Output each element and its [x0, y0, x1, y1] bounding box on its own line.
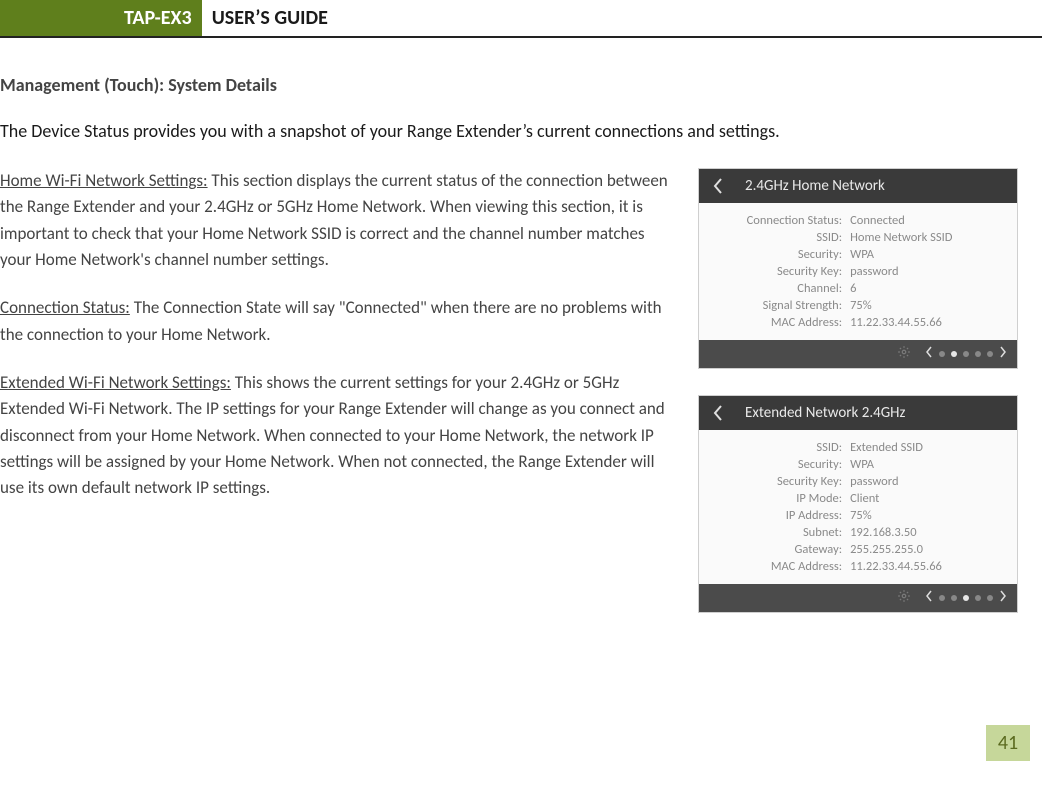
- product-badge: TAP-EX3: [110, 0, 202, 36]
- paragraph-connection-status: Connection Status: The Connection State …: [0, 295, 670, 348]
- panel-row-value: WPA: [850, 457, 1011, 472]
- panel-row-value: 11.22.33.44.55.66: [850, 559, 1011, 574]
- panel-row-value: 255.255.255.0: [850, 542, 1011, 557]
- gear-icon[interactable]: [897, 589, 911, 607]
- body-column: Home Wi-Fi Network Settings: This sectio…: [0, 168, 670, 613]
- panel-row-value: WPA: [850, 247, 1011, 262]
- panel-row-key: Security Key:: [705, 474, 842, 489]
- panel-extended-head: Extended Network 2.4GHz: [699, 396, 1017, 430]
- page-content: Management (Touch): System Details The D…: [0, 38, 1042, 613]
- chevron-right-icon[interactable]: [999, 590, 1007, 606]
- panel-row-value: 75%: [850, 508, 1011, 523]
- back-icon[interactable]: [709, 178, 727, 194]
- panel-home-network: 2.4GHz Home Network Connection Status:Co…: [698, 168, 1018, 369]
- panel-row-value: password: [850, 264, 1011, 279]
- panel-row-key: Security:: [705, 247, 842, 262]
- panel-row-value: Extended SSID: [850, 440, 1011, 455]
- panel-home-pagination: [925, 346, 1007, 362]
- pagination-dot[interactable]: [963, 351, 969, 357]
- page-number: 41: [986, 725, 1030, 761]
- panel-row-value: Connected: [850, 213, 1011, 228]
- panel-home-foot: [699, 340, 1017, 368]
- panel-home-title: 2.4GHz Home Network: [745, 177, 885, 195]
- pagination-dot[interactable]: [951, 595, 957, 601]
- pagination-dot[interactable]: [987, 351, 993, 357]
- pagination-dot[interactable]: [975, 595, 981, 601]
- panel-row-value: 6: [850, 281, 1011, 296]
- panel-row-key: SSID:: [705, 230, 842, 245]
- panel-extended-body: SSID: Extended SSID Security: WPA Security K…: [699, 430, 1017, 584]
- doc-header: TAP-EX3 USER’S GUIDE: [0, 0, 1042, 36]
- panel-row-key: SSID:: [705, 440, 842, 455]
- pagination-dot[interactable]: [963, 595, 969, 601]
- chevron-right-icon[interactable]: [999, 346, 1007, 362]
- pagination-dot[interactable]: [939, 351, 945, 357]
- header-accent: [0, 0, 110, 36]
- pagination-dot[interactable]: [951, 351, 957, 357]
- two-column-layout: Home Wi-Fi Network Settings: This sectio…: [0, 168, 1018, 613]
- chevron-left-icon[interactable]: [925, 590, 933, 606]
- panel-row-value: password: [850, 474, 1011, 489]
- gear-icon[interactable]: [897, 345, 911, 363]
- paragraph-extended-wifi: Extended Wi-Fi Network Settings: This sh…: [0, 370, 670, 502]
- pagination-dot[interactable]: [939, 595, 945, 601]
- panel-row-key: IP Address:: [705, 508, 842, 523]
- panel-extended-foot: [699, 584, 1017, 612]
- panel-row-key: Security:: [705, 457, 842, 472]
- panel-row-key: Connection Status:: [705, 213, 842, 228]
- panel-row-key: Security Key:: [705, 264, 842, 279]
- panel-row-key: Gateway:: [705, 542, 842, 557]
- panel-row-key: MAC Address:: [705, 559, 842, 574]
- panel-row-value: 75%: [850, 298, 1011, 313]
- panel-row-key: Subnet:: [705, 525, 842, 540]
- panel-row-key: Channel:: [705, 281, 842, 296]
- label-extended-wifi: Extended Wi-Fi Network Settings:: [0, 372, 231, 393]
- panel-row-key: MAC Address:: [705, 315, 842, 330]
- pagination-dot[interactable]: [975, 351, 981, 357]
- doc-title: USER’S GUIDE: [202, 0, 328, 36]
- chevron-left-icon[interactable]: [925, 346, 933, 362]
- panel-home-head: 2.4GHz Home Network: [699, 169, 1017, 203]
- panel-extended-network: Extended Network 2.4GHz SSID: Extended SS…: [698, 395, 1018, 613]
- panel-row-value: 192.168.3.50: [850, 525, 1011, 540]
- back-icon[interactable]: [709, 405, 727, 421]
- pagination-dot[interactable]: [987, 595, 993, 601]
- section-title: Management (Touch): System Details: [0, 74, 1018, 96]
- intro-text: The Device Status provides you with a sn…: [0, 120, 1018, 142]
- panel-row-value: 11.22.33.44.55.66: [850, 315, 1011, 330]
- panel-home-body: Connection Status: Connected SSID: Home Net…: [699, 203, 1017, 340]
- label-connection-status: Connection Status:: [0, 297, 130, 318]
- panels-column: 2.4GHz Home Network Connection Status:Co…: [698, 168, 1018, 613]
- panel-extended-title: Extended Network 2.4GHz: [745, 404, 905, 422]
- panel-extended-pagination: [925, 590, 1007, 606]
- panel-row-value: Home Network SSID: [850, 230, 1011, 245]
- panel-row-key: Signal Strength:: [705, 298, 842, 313]
- panel-row-value: Client: [850, 491, 1011, 506]
- label-home-wifi: Home Wi-Fi Network Settings:: [0, 170, 208, 191]
- paragraph-home-wifi: Home Wi-Fi Network Settings: This sectio…: [0, 168, 670, 273]
- panel-row-key: IP Mode:: [705, 491, 842, 506]
